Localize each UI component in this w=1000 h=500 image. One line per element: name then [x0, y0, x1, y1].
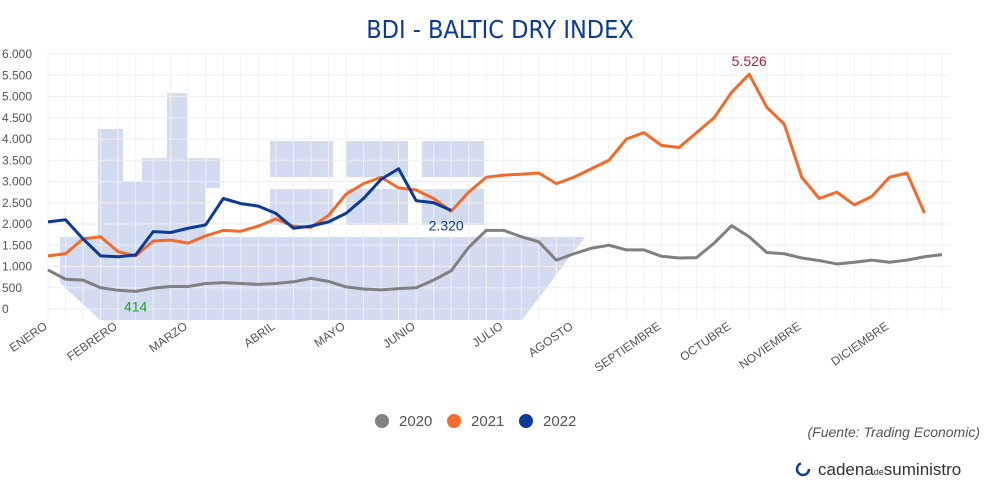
ship-part	[98, 129, 123, 237]
ship-hull	[60, 237, 585, 320]
ship-part	[123, 182, 142, 237]
x-tick-label: JULIO	[470, 319, 506, 350]
ship-part	[167, 93, 187, 158]
brand-text: cadenadesuministro	[818, 460, 961, 479]
y-tick-label: 5.000	[2, 90, 32, 104]
series-line	[47, 224, 943, 293]
container	[422, 141, 484, 177]
ship-background	[60, 93, 585, 320]
x-tick-label: ENERO	[7, 319, 50, 355]
x-tick-label: AGOSTO	[526, 319, 576, 360]
y-tick-label: 6.000	[2, 47, 32, 61]
x-tick-label: MARZO	[146, 319, 190, 355]
source-note: (Fuente: Trading Economic)	[808, 424, 980, 440]
x-tick-label: JUNIO	[380, 319, 418, 351]
container	[346, 189, 408, 225]
x-tick-label: ABRIL	[241, 319, 278, 351]
x-tick-label: OCTUBRE	[677, 319, 733, 364]
series-line	[47, 72, 926, 258]
legend-marker	[519, 414, 533, 428]
ship-part	[142, 158, 220, 188]
x-tick-label: FEBRERO	[64, 319, 120, 364]
legend-label: 2020	[399, 413, 432, 430]
y-tick-label: 4.500	[2, 111, 32, 125]
container	[270, 141, 333, 177]
legend-marker	[375, 414, 389, 428]
logo-icon	[795, 461, 811, 477]
y-tick-label: 500	[2, 281, 22, 295]
x-tick-label: NOVIEMBRE	[736, 319, 803, 372]
y-tick-label: 3.500	[2, 153, 32, 167]
y-tick-label: 5.500	[2, 68, 32, 82]
legend-label: 2022	[543, 413, 576, 430]
ship-part	[142, 188, 206, 237]
container	[422, 189, 484, 225]
brand-logo: cadenadesuministro	[795, 460, 961, 479]
brand-word: de	[874, 467, 884, 477]
x-tick-label: MAYO	[311, 319, 347, 350]
x-tick-label: DICIEMBRE	[828, 319, 891, 369]
y-tick-label: 2.500	[2, 196, 32, 210]
y-tick-label: 4.000	[2, 132, 32, 146]
brand-word: suministro	[884, 460, 961, 479]
data-label: 414	[124, 298, 148, 314]
data-label: 2.320	[429, 217, 464, 233]
y-tick-label: 1.500	[2, 238, 32, 252]
y-tick-label: 0	[2, 302, 9, 316]
legend-label: 2021	[471, 413, 504, 430]
brand-word: cadena	[818, 460, 874, 479]
y-tick-label: 1.000	[2, 260, 32, 274]
y-tick-label: 3.000	[2, 175, 32, 189]
series-line	[47, 167, 452, 259]
grid	[47, 53, 950, 319]
data-label: 5.526	[732, 53, 767, 69]
x-tick-label: SEPTIEMBRE	[592, 319, 663, 375]
y-tick-label: 2.000	[2, 217, 32, 231]
legend-marker	[447, 414, 461, 428]
chart-title: BDI - BALTIC DRY INDEX	[366, 15, 634, 44]
